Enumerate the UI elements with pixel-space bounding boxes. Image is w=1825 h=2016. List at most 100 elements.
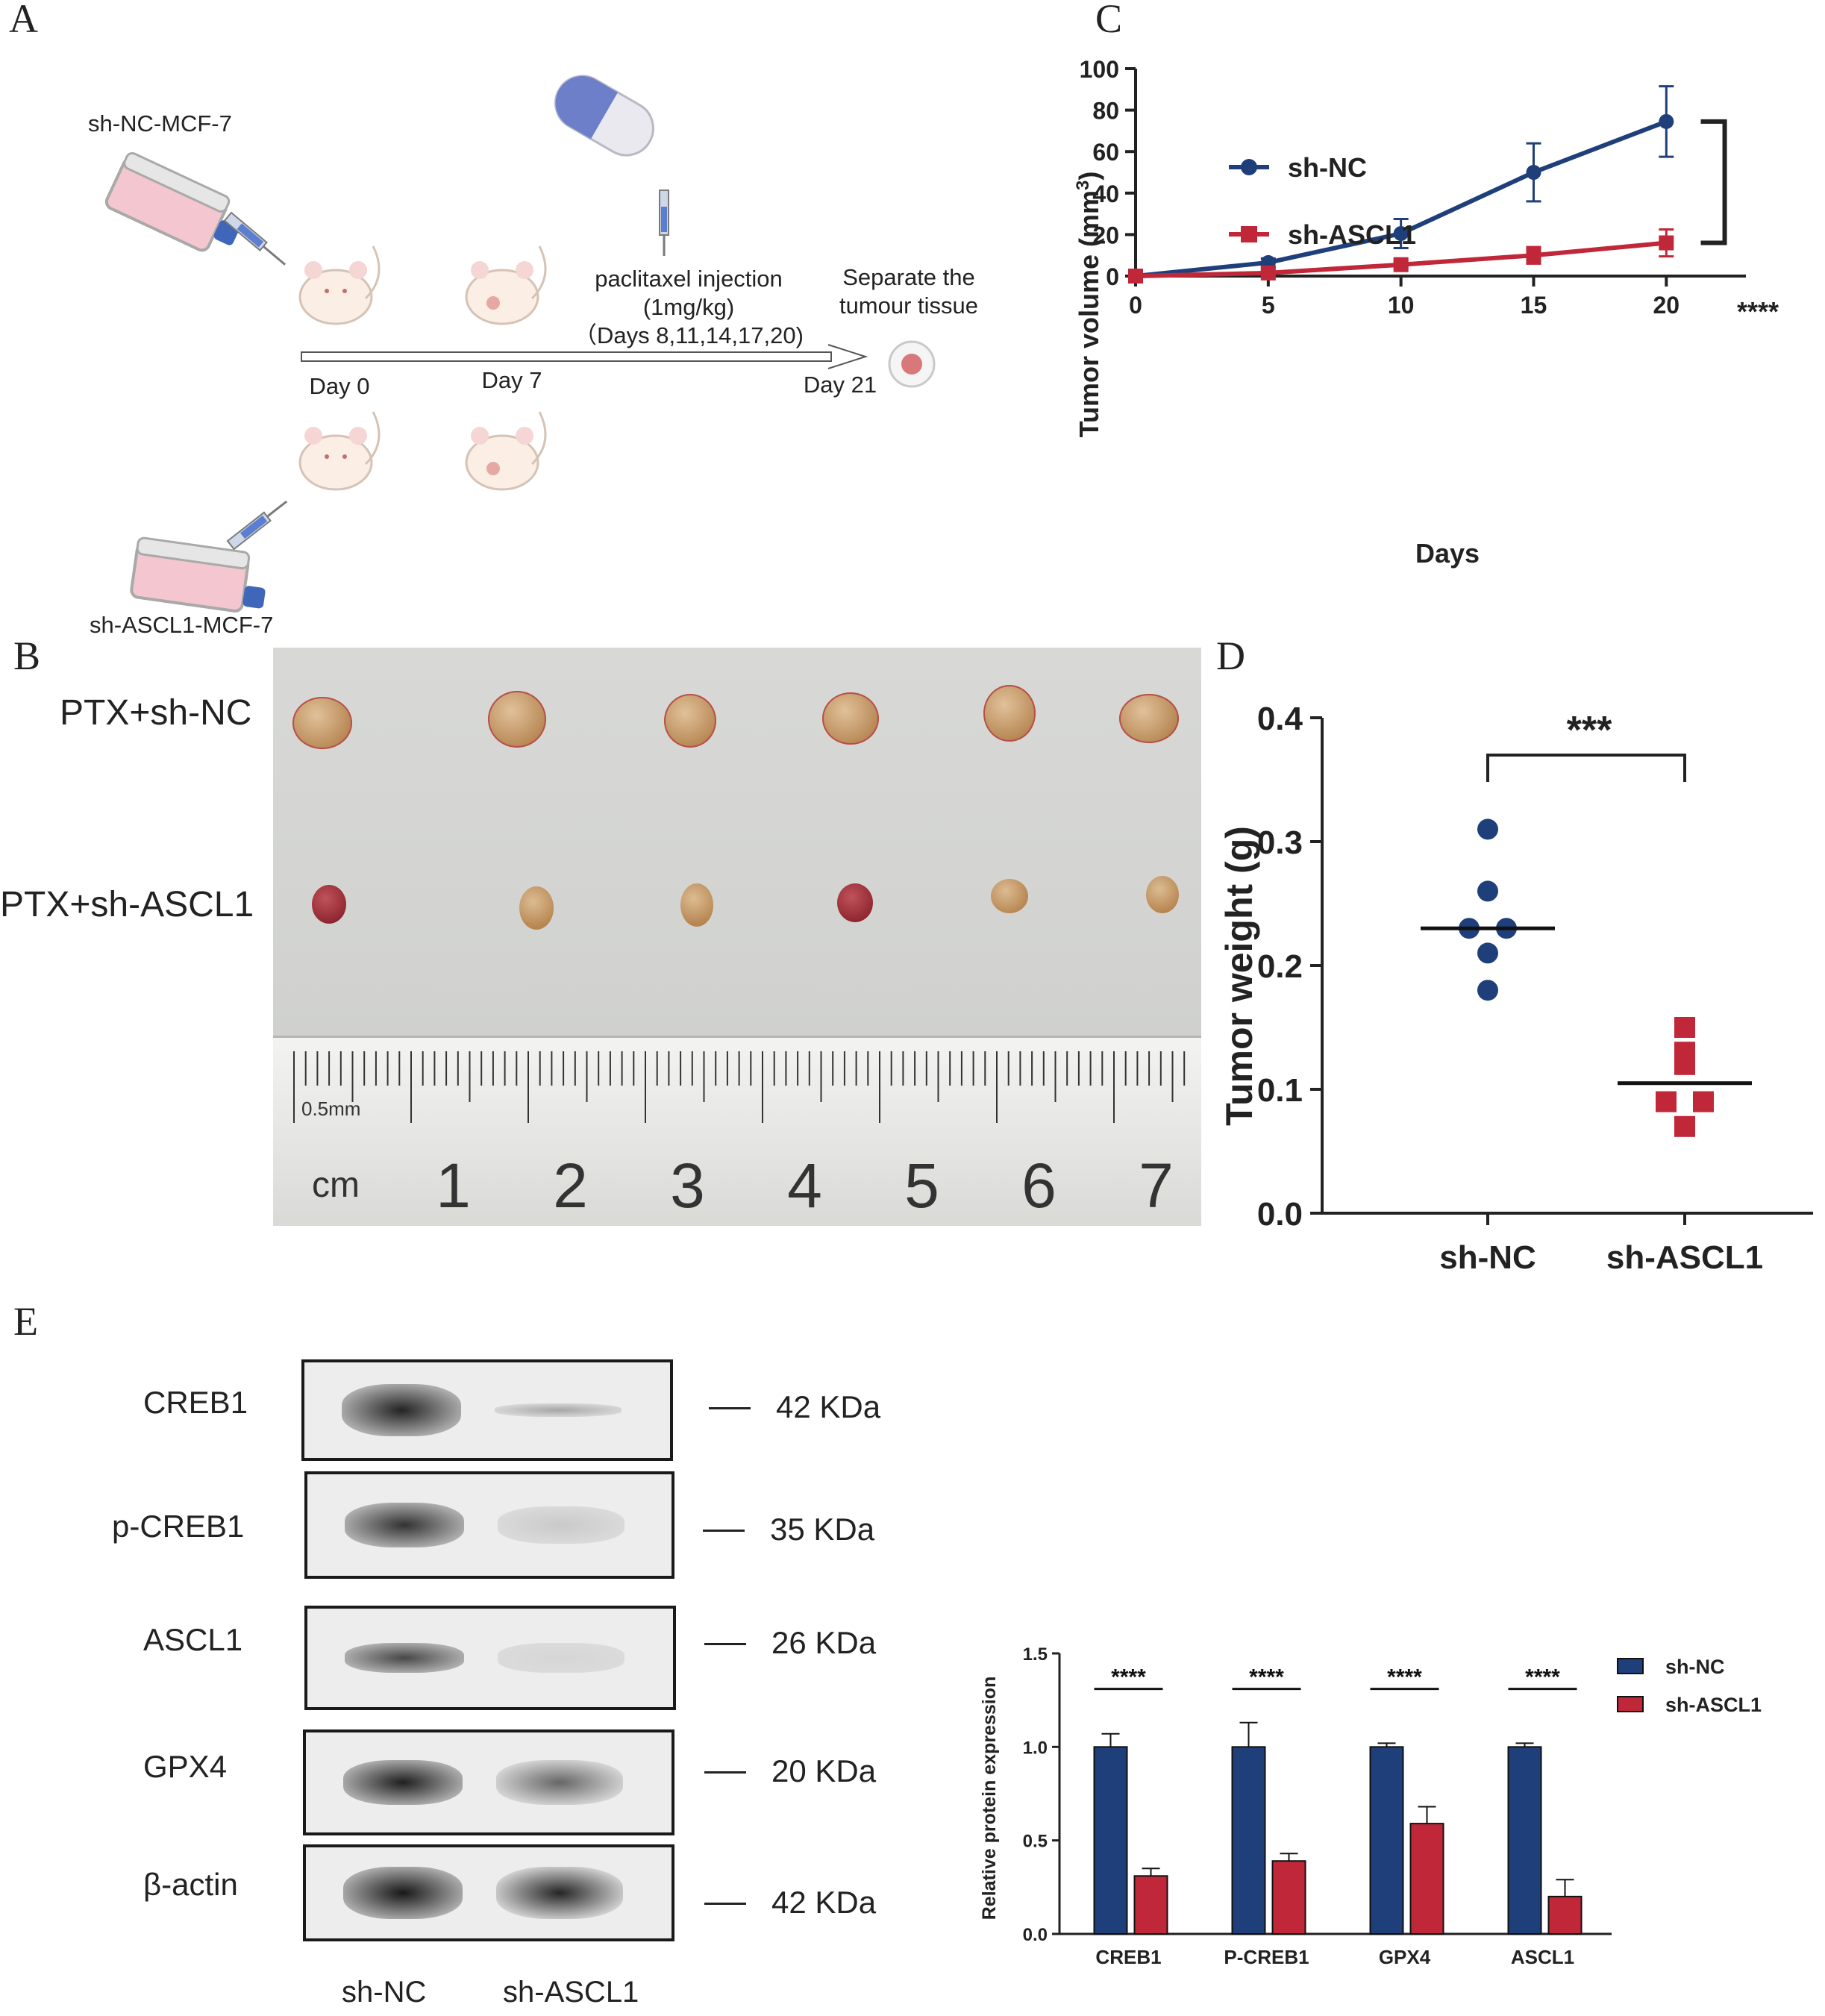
- x-tick-label: 10: [1388, 292, 1415, 319]
- x-tick-label: 15: [1521, 292, 1547, 319]
- timeline-arrow: [301, 344, 868, 369]
- lane-label: sh-ASCL1: [503, 1976, 639, 2009]
- bar-sh-ascl1: [1271, 1860, 1306, 1935]
- blot-strip: [304, 1471, 674, 1579]
- tumor-photo: 0.5mm cm 1 2 3 4 5 6 7: [273, 648, 1201, 1226]
- data-point: [1526, 248, 1541, 263]
- y-tick-label: 0.1: [1257, 1072, 1303, 1109]
- legend: sh-NC sh-ASCL1: [1617, 1656, 1762, 1716]
- y-tick-label: 0.0: [1257, 1196, 1303, 1233]
- day21-label: Day 21: [804, 372, 877, 398]
- data-point: [1674, 1115, 1695, 1137]
- bar-sh-nc: [1093, 1746, 1128, 1935]
- marker-line: [709, 1407, 751, 1409]
- tumor-sh-ascl1: [1146, 876, 1179, 913]
- tumor-volume-line-chart: 0 20 40 60 80 100 0 5 10 15 20 Days Tumor volume (…: [1073, 56, 1779, 569]
- data-point: [1674, 1017, 1695, 1038]
- separate-label-line2: tumour tissue: [839, 292, 978, 319]
- ruler-number: 3: [670, 1151, 705, 1221]
- blot-strip: [303, 1844, 674, 1941]
- y-tick-label: 0.2: [1257, 948, 1303, 985]
- y-tick-label: 1.0: [1023, 1738, 1048, 1758]
- top-cells-label: sh-NC-MCF-7: [88, 110, 232, 137]
- ruler-number: 6: [1021, 1151, 1057, 1221]
- chart-marks: **** **** **** ****: [1093, 1665, 1583, 1935]
- ruler-number: 4: [787, 1151, 822, 1221]
- tumor-sh-nc: [664, 694, 716, 748]
- data-point: [1693, 1091, 1714, 1112]
- blot-label--actin: β-actin: [143, 1867, 238, 1902]
- panel-label-d: D: [1216, 633, 1245, 678]
- legend-marker-sh-ascl1: [1241, 226, 1257, 242]
- culture-flask-bottom-icon: [130, 536, 266, 613]
- legend-marker-sh-nc: [1241, 159, 1257, 175]
- tumor-sh-nc: [488, 691, 546, 748]
- x-tick-label: CREB1: [1095, 1946, 1161, 1968]
- tumor-sh-nc: [983, 685, 1036, 742]
- bar-sh-ascl1: [1133, 1875, 1168, 1935]
- marker-line: [704, 1643, 746, 1645]
- legend-label-sh-ascl1: sh-ASCL1: [1288, 219, 1416, 250]
- day7-label: Day 7: [482, 367, 542, 393]
- data-point: [1477, 980, 1498, 1001]
- tumor-weight-dot-plot: 0.0 0.1 0.2 0.3 0.4 sh-NC sh-ASCL1 Tumor weigh…: [1218, 701, 1813, 1276]
- marker-line: [704, 1771, 746, 1774]
- y-tick-label: 40: [1092, 181, 1119, 207]
- ruler-number: 1: [436, 1151, 471, 1221]
- data-point: [1656, 1091, 1677, 1112]
- band-sh-nc: [343, 1867, 463, 1919]
- y-tick-label: 1.5: [1023, 1644, 1048, 1665]
- molecular-weight-label: 20 KDa: [771, 1753, 877, 1788]
- data-point: [1659, 235, 1674, 251]
- tumor-row-label-sh-ascl1: PTX+sh-ASCL1: [0, 885, 254, 924]
- data-point: [1477, 818, 1498, 840]
- panel-label-c: C: [1095, 0, 1123, 41]
- molecular-weight-label: 42 KDa: [776, 1389, 881, 1424]
- mouse-icon: [465, 411, 547, 491]
- band-sh-nc: [345, 1503, 464, 1547]
- data-point: [1526, 165, 1541, 180]
- blot-strip: [303, 1729, 674, 1835]
- legend-label-sh-ascl1: sh-ASCL1: [1665, 1694, 1762, 1716]
- data-point: [1393, 257, 1409, 272]
- syringe-bottom-icon: [226, 500, 288, 551]
- molecular-weight-label: 42 KDa: [771, 1885, 877, 1920]
- bottom-cells-label: sh-ASCL1-MCF-7: [90, 612, 273, 638]
- significance-label: ****: [1387, 1665, 1422, 1690]
- chart-marks: [1421, 818, 1752, 1137]
- significance-bracket: [1486, 754, 1686, 782]
- ruler-scale-label: 0.5mm: [301, 1098, 361, 1120]
- lane-label: sh-NC: [342, 1976, 427, 2009]
- day0-label: Day 0: [310, 373, 370, 399]
- molecular-weight-label: 35 KDa: [770, 1512, 875, 1547]
- tumor-sh-nc: [822, 692, 879, 745]
- tumor-sh-ascl1: [837, 883, 873, 922]
- x-tick-label: sh-ASCL1: [1606, 1239, 1763, 1276]
- significance-bracket: [1700, 119, 1727, 245]
- data-point: [1128, 269, 1143, 284]
- tumor-sh-nc: [292, 697, 352, 749]
- bar-sh-nc: [1369, 1746, 1404, 1935]
- tumor-sh-ascl1: [991, 879, 1028, 913]
- chart-marks: [1128, 85, 1727, 284]
- dose-label: (1mg/kg): [643, 294, 734, 320]
- ruler: 0.5mm cm 1 2 3 4 5 6 7: [273, 1036, 1201, 1226]
- y-tick-label: 20: [1092, 222, 1119, 248]
- data-point: [1393, 226, 1409, 242]
- y-tick-label: 0: [1106, 263, 1119, 290]
- significance-label: ****: [1111, 1665, 1146, 1690]
- significance-label: ****: [1525, 1665, 1560, 1690]
- band-sh-ascl1: [496, 1867, 623, 1919]
- ruler-number: 2: [553, 1151, 588, 1221]
- x-tick-label: GPX4: [1379, 1946, 1431, 1968]
- mouse-icon: [298, 411, 381, 491]
- tumor-sh-nc: [1119, 694, 1179, 743]
- marker-line: [703, 1530, 745, 1532]
- y-axis-label: Tumor volume (mm3): [1073, 172, 1105, 438]
- y-tick-label: 0.3: [1257, 824, 1303, 861]
- series-line-sh-nc: [1135, 119, 1668, 278]
- legend-marker-sh-ascl1: [1617, 1696, 1644, 1712]
- y-tick-label: 80: [1092, 98, 1119, 125]
- blot-strip: [304, 1606, 676, 1710]
